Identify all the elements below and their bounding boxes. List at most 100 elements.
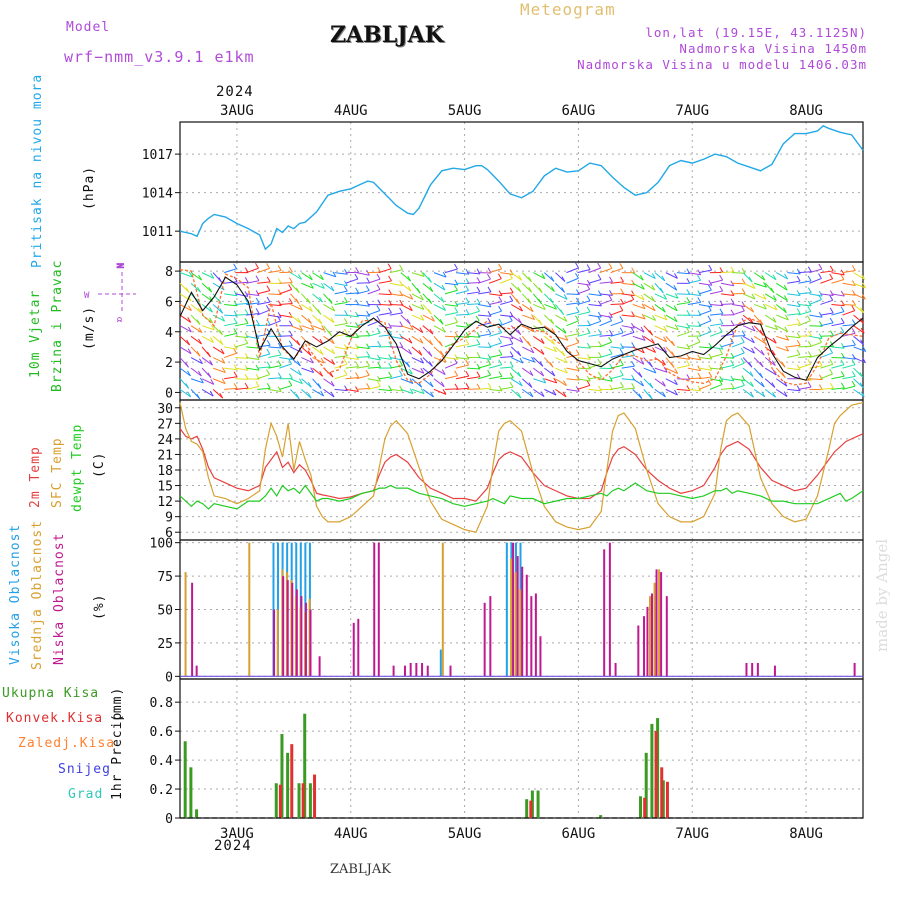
wind-barb xyxy=(345,325,359,328)
wind-barb-feather xyxy=(366,330,371,336)
wind-barb-feather xyxy=(366,351,371,357)
wind-barb xyxy=(356,365,370,369)
wind-barb xyxy=(709,331,723,337)
wind-barb xyxy=(566,342,579,348)
wind-barb xyxy=(500,314,514,318)
wind-barb xyxy=(798,386,812,390)
wind-barb-feather xyxy=(730,359,735,366)
wind-barb-feather xyxy=(860,391,865,397)
bottom-day-label: 4AUG xyxy=(334,826,368,842)
wind-barb xyxy=(610,303,624,305)
wind-barb-feather xyxy=(561,276,566,282)
cloud-high-bar xyxy=(439,649,442,677)
wind-barb xyxy=(621,282,635,286)
wind-barb xyxy=(511,304,523,312)
wind-barb-feather xyxy=(772,295,777,301)
wind-barb-feather xyxy=(671,351,676,357)
wind-barb-feather xyxy=(560,309,564,315)
wind-barb xyxy=(544,346,557,353)
wind-barb-feather xyxy=(429,328,434,335)
wind-barb xyxy=(632,346,645,354)
wind-barb xyxy=(610,386,624,390)
wind-barb xyxy=(179,346,192,355)
ytick-label: 25 xyxy=(157,637,173,652)
wind-barb-feather xyxy=(829,359,834,365)
wind-barb xyxy=(831,293,845,297)
wind-barb-feather xyxy=(408,368,413,375)
wind-barb-feather xyxy=(630,327,635,333)
wind-barb-feather xyxy=(563,357,568,364)
top-day-label: 4AUG xyxy=(334,103,368,119)
precip-conv-bar xyxy=(660,767,664,818)
wind-barb xyxy=(500,343,513,348)
wind-barb-feather xyxy=(597,274,602,280)
wind-barb xyxy=(422,282,434,293)
precip-conv-bar xyxy=(529,800,533,818)
wind-barb-feather xyxy=(639,274,644,281)
wind-barb-feather xyxy=(288,358,293,365)
wind-barb xyxy=(345,292,359,295)
wind-barb-feather xyxy=(198,327,203,333)
wind-barb-feather xyxy=(561,287,566,293)
wind-barb-feather xyxy=(266,276,271,283)
wind-barb xyxy=(323,304,336,312)
wind-barb xyxy=(632,378,644,387)
wind-barb xyxy=(687,341,701,348)
wind-barb xyxy=(765,304,778,311)
wind-barb xyxy=(764,378,776,388)
wind-barb xyxy=(521,378,533,388)
wind-barb-feather xyxy=(509,381,514,388)
wind-barb xyxy=(742,367,754,377)
wind-barb xyxy=(323,378,335,387)
wind-barb-feather xyxy=(319,371,324,377)
wind-barb-feather xyxy=(663,347,668,353)
wind-barb-feather xyxy=(355,361,359,367)
wind-barb-feather xyxy=(296,360,301,367)
wind-barb xyxy=(400,388,414,395)
wind-barb xyxy=(555,357,568,364)
wind-barb-feather xyxy=(740,347,745,354)
wind-barb-feather xyxy=(277,278,282,284)
cloud-low-bar xyxy=(525,574,528,677)
wind-barb-feather xyxy=(586,284,591,290)
ytick-label: 18 xyxy=(157,464,173,479)
wind-barb-feather xyxy=(408,348,413,355)
wind-barb xyxy=(687,325,701,327)
wind-barb-feather xyxy=(751,293,756,300)
station-title: ZABLJAK xyxy=(330,22,444,48)
wind-barb-feather xyxy=(840,342,845,349)
wind-barb xyxy=(764,272,777,281)
cloud-low-bar xyxy=(660,572,663,677)
cloud-low-bar xyxy=(512,542,515,677)
bottom-day-label: 5AUG xyxy=(448,826,482,842)
wind-barb xyxy=(842,332,856,337)
wind-barb-feather xyxy=(185,287,190,293)
wind-barb xyxy=(467,291,481,295)
wind-barb xyxy=(654,304,666,313)
wind-barb-feather xyxy=(187,391,192,398)
cloud-low-bar xyxy=(300,596,303,677)
wind-barb-feather xyxy=(441,369,446,375)
wind-barb xyxy=(610,353,624,359)
wind-barb xyxy=(477,374,491,380)
wind-barb xyxy=(478,303,491,308)
precip-conv-bar xyxy=(643,797,647,818)
wind-barb xyxy=(787,323,801,327)
cloud-low-bar xyxy=(646,606,649,677)
wind-barb-feather xyxy=(741,267,746,274)
wind-barb-feather xyxy=(651,305,656,311)
wind-barb xyxy=(179,388,191,398)
wind-barb-feather xyxy=(550,276,555,282)
wind-barb-feather xyxy=(209,317,213,324)
wind-barb xyxy=(709,303,724,307)
wind-barb xyxy=(632,367,643,378)
wind-barb-feather xyxy=(751,325,756,332)
wind-barb-feather xyxy=(355,287,360,294)
wind-barb xyxy=(533,346,545,355)
cloud-low-bar xyxy=(291,582,294,677)
wind-barb-feather xyxy=(563,380,567,386)
wind-barb-feather xyxy=(609,290,613,296)
wind-barb-feather xyxy=(516,298,520,305)
wind-barb xyxy=(732,282,746,285)
wind-barb xyxy=(533,335,545,344)
